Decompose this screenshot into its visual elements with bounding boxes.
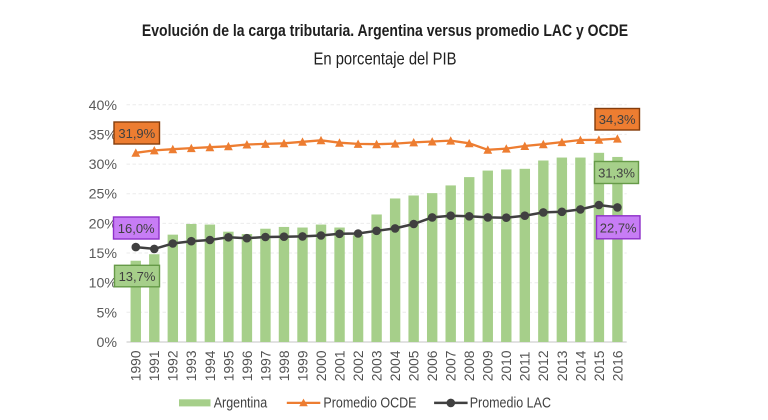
svg-text:2000: 2000 xyxy=(314,350,329,381)
svg-text:Argentina: Argentina xyxy=(214,395,268,411)
svg-text:1998: 1998 xyxy=(277,350,292,381)
svg-text:30%: 30% xyxy=(89,157,118,173)
svg-text:En porcentaje del PIB: En porcentaje del PIB xyxy=(313,49,456,69)
svg-text:2005: 2005 xyxy=(407,350,422,381)
svg-text:10%: 10% xyxy=(89,276,118,292)
svg-text:22,7%: 22,7% xyxy=(600,220,637,235)
svg-text:Evolución de la carga tributar: Evolución de la carga tributaria. Argent… xyxy=(142,22,628,40)
svg-text:34,3%: 34,3% xyxy=(599,112,636,127)
svg-text:31,9%: 31,9% xyxy=(118,126,155,141)
svg-text:Promedio LAC: Promedio LAC xyxy=(470,395,552,411)
svg-text:2004: 2004 xyxy=(388,350,403,381)
svg-text:1990: 1990 xyxy=(129,350,144,381)
svg-text:2006: 2006 xyxy=(425,350,440,381)
svg-text:13,7%: 13,7% xyxy=(119,269,156,284)
svg-text:20%: 20% xyxy=(89,216,118,232)
svg-text:2008: 2008 xyxy=(462,350,477,381)
svg-text:31,3%: 31,3% xyxy=(598,166,635,181)
svg-text:2003: 2003 xyxy=(370,350,385,381)
svg-text:1991: 1991 xyxy=(147,350,162,381)
svg-text:1993: 1993 xyxy=(184,350,199,381)
svg-text:25%: 25% xyxy=(89,187,118,203)
svg-text:2009: 2009 xyxy=(481,350,496,381)
svg-text:2002: 2002 xyxy=(351,350,366,381)
svg-text:5%: 5% xyxy=(96,305,117,321)
svg-text:1994: 1994 xyxy=(203,350,218,381)
svg-text:2007: 2007 xyxy=(444,350,459,381)
svg-text:1999: 1999 xyxy=(295,350,310,381)
svg-text:2015: 2015 xyxy=(592,350,607,381)
svg-text:35%: 35% xyxy=(89,127,118,143)
svg-text:1992: 1992 xyxy=(166,350,181,381)
svg-text:2013: 2013 xyxy=(555,350,570,381)
svg-text:2016: 2016 xyxy=(610,350,625,381)
svg-text:2011: 2011 xyxy=(518,352,533,382)
svg-text:Promedio OCDE: Promedio OCDE xyxy=(323,395,416,411)
svg-text:40%: 40% xyxy=(89,98,118,114)
svg-text:1997: 1997 xyxy=(258,350,273,381)
svg-text:16,0%: 16,0% xyxy=(118,221,155,236)
svg-text:2012: 2012 xyxy=(536,350,551,381)
svg-text:2001: 2001 xyxy=(332,350,347,381)
svg-text:1995: 1995 xyxy=(221,350,236,381)
svg-text:1996: 1996 xyxy=(240,350,255,381)
svg-text:15%: 15% xyxy=(89,246,118,262)
svg-text:2014: 2014 xyxy=(573,350,588,381)
svg-text:2010: 2010 xyxy=(499,350,514,381)
svg-text:0%: 0% xyxy=(96,335,117,351)
